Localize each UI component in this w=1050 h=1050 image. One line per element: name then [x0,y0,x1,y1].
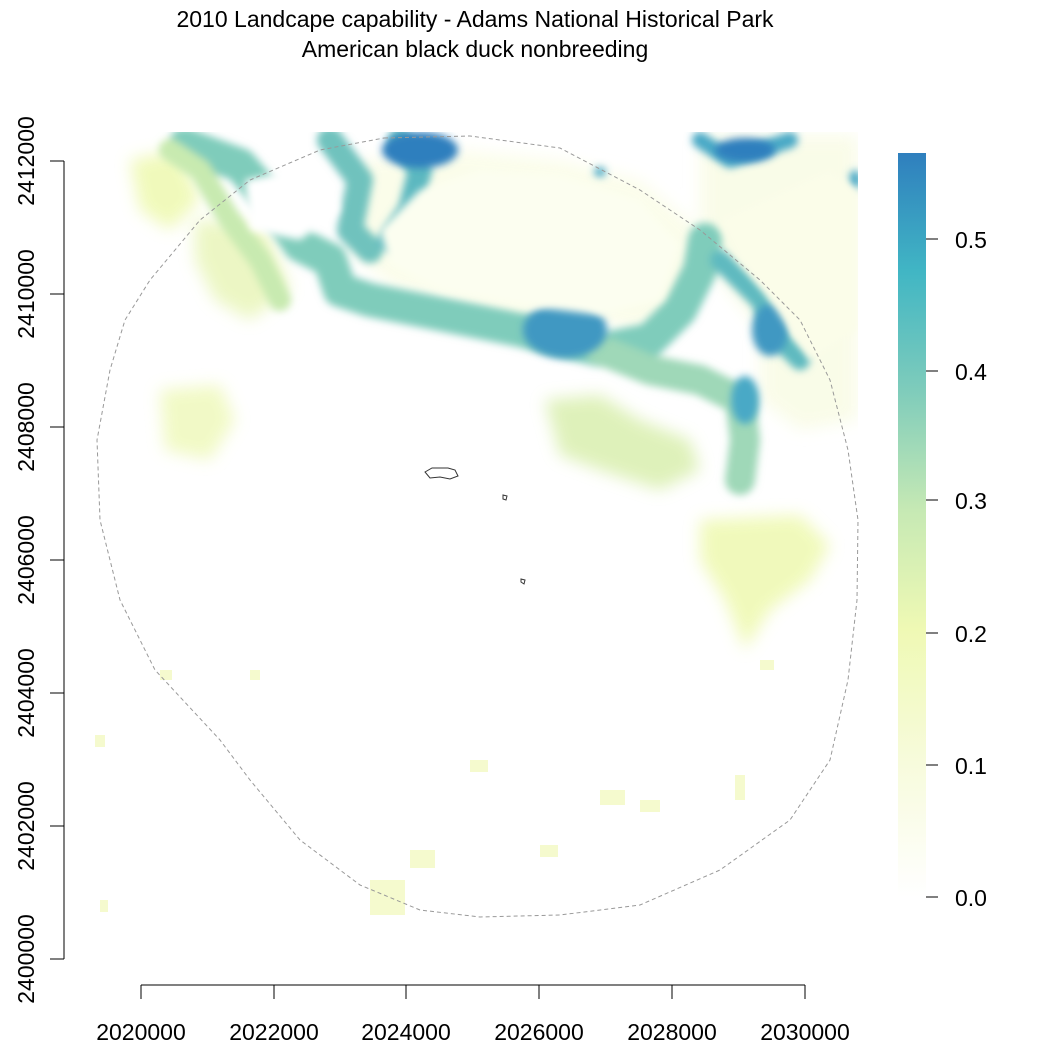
legend-tick-label: 0.3 [955,488,987,514]
legend-tick-label: 0.4 [955,359,987,385]
capability-raster [95,132,858,915]
x-tick-label: 2022000 [229,1019,319,1045]
legend-tick-label: 0.1 [955,753,987,779]
legend-tick-label: 0.2 [955,621,987,647]
y-tick-label: 2406000 [13,515,39,605]
x-tick-label: 2020000 [96,1019,186,1045]
legend-color-bar [898,153,926,897]
y-tick-label: 2400000 [13,914,39,1004]
x-tick-label: 2026000 [494,1019,584,1045]
x-axis [140,984,806,999]
y-axis [50,160,65,960]
legend-tick-label: 0.5 [955,227,987,253]
y-tick-label: 2402000 [13,781,39,871]
x-tick-label: 2024000 [361,1019,451,1045]
buffer-boundary [96,135,859,918]
y-tick-label: 2404000 [13,648,39,738]
x-tick-label: 2030000 [760,1019,850,1045]
x-tick-label: 2028000 [627,1019,717,1045]
y-tick-label: 2410000 [13,249,39,339]
x-tick-labels: 2020000 2022000 2024000 2026000 2028000 … [96,1019,850,1045]
color-legend: 0.0 0.1 0.2 0.3 0.4 0.5 [898,153,987,911]
legend-tick-label: 0.0 [955,885,987,911]
park-outlines [424,467,526,585]
y-tick-labels: 2400000 2402000 2404000 2406000 2408000 … [13,116,39,1004]
y-tick-label: 2412000 [13,116,39,206]
map-subtitle: American black duck nonbreeding [301,36,649,62]
map-title: 2010 Landcape capability - Adams Nationa… [176,6,774,32]
y-tick-label: 2408000 [13,382,39,472]
